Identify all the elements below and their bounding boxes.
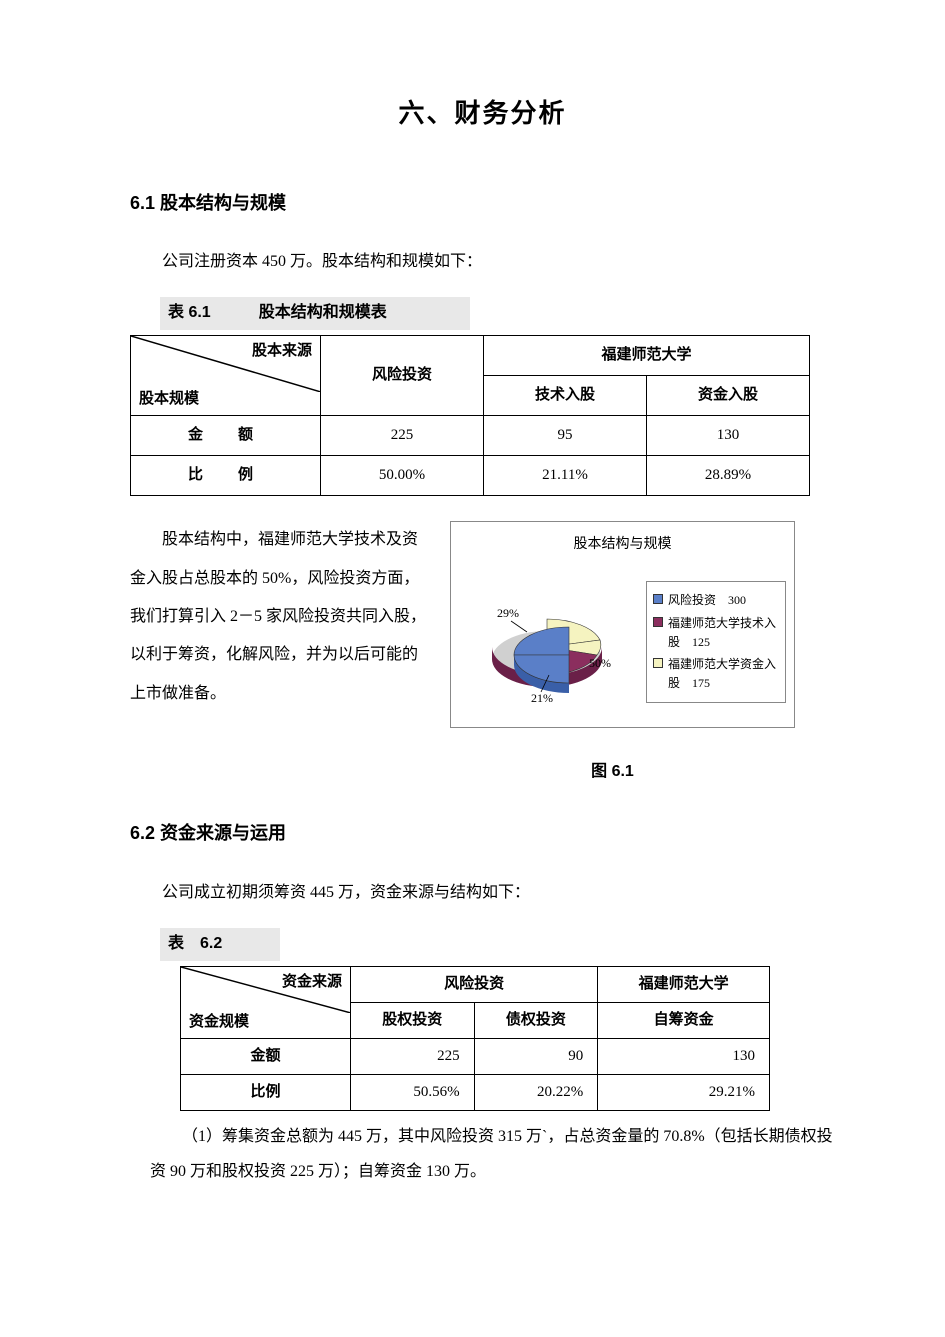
table-row: 比 例 50.00% 21.11% 28.89% (131, 456, 810, 496)
table-row: 比例 50.56% 20.22% 29.21% (181, 1074, 770, 1110)
section-6-2-intro: 公司成立初期须筹资 445 万，资金来源与结构如下： (130, 875, 835, 910)
col-university: 福建师范大学 (484, 336, 810, 376)
row-ratio-label: 比 例 (131, 456, 321, 496)
legend-swatch (653, 617, 663, 627)
chart-legend: 风险投资 300 福建师范大学技术入股 125 福建师范大学资金入股 175 (646, 581, 786, 703)
diag-bottom-label: 股本规模 (139, 386, 199, 413)
diag-top-label-2: 资金来源 (282, 969, 342, 996)
page-title: 六、财务分析 (130, 90, 835, 137)
legend-item: 福建师范大学资金入股 175 (653, 655, 779, 693)
figure-6-1-caption: 图 6.1 (390, 758, 835, 787)
cell: 225 (351, 1038, 475, 1074)
pct-label-21: 21% (531, 691, 553, 705)
legend-swatch (653, 658, 663, 668)
col-risk-invest-2: 风险投资 (351, 966, 598, 1002)
row-amount-label: 金 额 (131, 416, 321, 456)
row-ratio-label-2: 比例 (181, 1074, 351, 1110)
diag-top-label: 股本来源 (252, 338, 312, 365)
pie-chart: 29% 50% 21% (459, 567, 634, 717)
legend-item: 风险投资 300 (653, 591, 779, 610)
table-6-1-diag-header: 股本来源 股本规模 (131, 336, 321, 416)
cell: 29.21% (598, 1074, 770, 1110)
chart-title: 股本结构与规模 (459, 532, 786, 557)
table-6-2-label: 表 6.2 (160, 928, 280, 961)
col-capital-shares: 资金入股 (647, 376, 810, 416)
col-equity-invest: 股权投资 (351, 1002, 475, 1038)
pct-label-29: 29% (497, 606, 519, 620)
legend-swatch (653, 594, 663, 604)
table-6-2: 资金来源 资金规模 风险投资 福建师范大学 股权投资 债权投资 自筹资金 金额 … (180, 966, 770, 1111)
legend-label: 风险投资 300 (668, 591, 746, 610)
text-chart-row: 股本结构中，福建师范大学技术及资金入股占总股本的 50%，风险投资方面，我们打算… (130, 521, 835, 728)
section-6-1-intro: 公司注册资本 450 万。股本结构和规模如下： (130, 244, 835, 279)
cell: 130 (598, 1038, 770, 1074)
pie-chart-box: 股本结构与规模 29 (450, 521, 795, 728)
row-amount-label-2: 金额 (181, 1038, 351, 1074)
table-row: 金 额 225 95 130 (131, 416, 810, 456)
table-6-2-diag-header: 资金来源 资金规模 (181, 966, 351, 1038)
legend-item: 福建师范大学技术入股 125 (653, 614, 779, 652)
cell: 50.56% (351, 1074, 475, 1110)
cell: 28.89% (647, 456, 810, 496)
section-6-2-para: （1）筹集资金总额为 445 万，其中风险投资 315 万`，占总资金量的 70… (150, 1119, 835, 1189)
col-debt-invest: 债权投资 (474, 1002, 598, 1038)
cell: 20.22% (474, 1074, 598, 1110)
table-row: 金额 225 90 130 (181, 1038, 770, 1074)
section-6-1-heading: 6.1 股本结构与规模 (130, 187, 835, 219)
cell: 50.00% (321, 456, 484, 496)
cell: 21.11% (484, 456, 647, 496)
legend-label: 福建师范大学技术入股 125 (668, 614, 779, 652)
col-university-2: 福建师范大学 (598, 966, 770, 1002)
col-self-fund: 自筹资金 (598, 1002, 770, 1038)
cell: 90 (474, 1038, 598, 1074)
cell: 225 (321, 416, 484, 456)
pct-label-50: 50% (589, 656, 611, 670)
diag-bottom-label-2: 资金规模 (189, 1009, 249, 1036)
section-6-1-para: 股本结构中，福建师范大学技术及资金入股占总股本的 50%，风险投资方面，我们打算… (130, 521, 430, 713)
table-6-1-label: 表 6.1 股本结构和规模表 (160, 297, 470, 330)
col-tech-shares: 技术入股 (484, 376, 647, 416)
legend-label: 福建师范大学资金入股 175 (668, 655, 779, 693)
table-6-1: 股本来源 股本规模 风险投资 福建师范大学 技术入股 资金入股 金 额 225 … (130, 335, 810, 496)
cell: 95 (484, 416, 647, 456)
section-6-2-heading: 6.2 资金来源与运用 (130, 817, 835, 849)
cell: 130 (647, 416, 810, 456)
col-risk-invest: 风险投资 (321, 336, 484, 416)
